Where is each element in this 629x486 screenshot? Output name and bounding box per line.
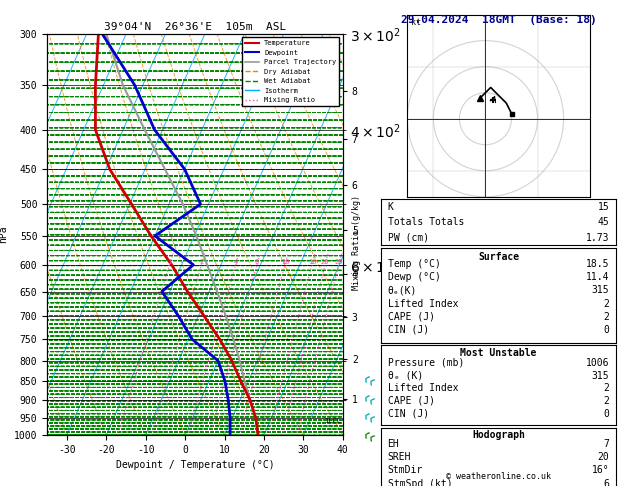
Text: θₑ (K): θₑ (K): [387, 370, 423, 381]
Text: 4: 4: [233, 259, 238, 265]
Text: StmSpd (kt): StmSpd (kt): [387, 479, 452, 486]
Text: CIN (J): CIN (J): [387, 409, 429, 418]
Text: K: K: [387, 202, 394, 212]
Text: 315: 315: [592, 370, 610, 381]
Text: 15: 15: [598, 202, 610, 212]
Text: CAPE (J): CAPE (J): [387, 312, 435, 322]
Text: 29.04.2024  18GMT  (Base: 18): 29.04.2024 18GMT (Base: 18): [401, 15, 597, 25]
Text: CAPE (J): CAPE (J): [387, 396, 435, 406]
Text: 2: 2: [603, 396, 610, 406]
Text: EH: EH: [387, 438, 399, 449]
Text: ❮❮: ❮❮: [362, 431, 376, 443]
Text: Mixing Ratio (g/kg): Mixing Ratio (g/kg): [352, 195, 361, 291]
Text: StmDir: StmDir: [387, 466, 423, 475]
Text: SREH: SREH: [387, 452, 411, 462]
Text: 7: 7: [603, 438, 610, 449]
Text: 16°: 16°: [592, 466, 610, 475]
Title: 39°04'N  26°36'E  105m  ASL: 39°04'N 26°36'E 105m ASL: [104, 22, 286, 32]
Text: ❮❮: ❮❮: [362, 394, 376, 406]
Text: Surface: Surface: [478, 252, 519, 261]
Text: 6: 6: [603, 479, 610, 486]
Text: ❮❮: ❮❮: [362, 375, 376, 387]
Text: Pressure (mb): Pressure (mb): [387, 358, 464, 368]
Text: 20: 20: [321, 259, 330, 265]
Text: PW (cm): PW (cm): [387, 233, 429, 243]
Text: kt: kt: [411, 18, 421, 27]
Text: 1.73: 1.73: [586, 233, 610, 243]
Text: 315: 315: [592, 285, 610, 295]
Text: Most Unstable: Most Unstable: [460, 348, 537, 358]
Text: 1: 1: [167, 259, 172, 265]
Text: 11.4: 11.4: [586, 272, 610, 282]
Text: 16: 16: [308, 259, 316, 265]
Text: Dewp (°C): Dewp (°C): [387, 272, 440, 282]
Y-axis label: km
ASL: km ASL: [413, 225, 428, 244]
Text: 2: 2: [603, 383, 610, 393]
Legend: Temperature, Dewpoint, Parcel Trajectory, Dry Adiabat, Wet Adiabat, Isotherm, Mi: Temperature, Dewpoint, Parcel Trajectory…: [242, 37, 339, 106]
Text: 1006: 1006: [586, 358, 610, 368]
Text: 2: 2: [603, 298, 610, 309]
Text: ❮❮: ❮❮: [362, 412, 376, 424]
Text: 25: 25: [335, 259, 343, 265]
Text: Totals Totals: Totals Totals: [387, 217, 464, 227]
Text: Lifted Index: Lifted Index: [387, 383, 458, 393]
Text: 45: 45: [598, 217, 610, 227]
Text: 18.5: 18.5: [586, 259, 610, 269]
X-axis label: Dewpoint / Temperature (°C): Dewpoint / Temperature (°C): [116, 460, 274, 470]
Text: 20: 20: [598, 452, 610, 462]
Y-axis label: hPa: hPa: [0, 226, 8, 243]
Text: © weatheronline.co.uk: © weatheronline.co.uk: [447, 472, 551, 481]
Text: 6: 6: [255, 259, 259, 265]
Text: Hodograph: Hodograph: [472, 431, 525, 440]
Text: 10: 10: [281, 259, 289, 265]
Text: CIN (J): CIN (J): [387, 325, 429, 335]
Text: Temp (°C): Temp (°C): [387, 259, 440, 269]
Text: 0: 0: [603, 325, 610, 335]
Text: θₑ(K): θₑ(K): [387, 285, 417, 295]
Text: 2: 2: [199, 259, 204, 265]
Text: 1LCL: 1LCL: [325, 417, 342, 424]
Text: 2: 2: [603, 312, 610, 322]
Text: 0: 0: [603, 409, 610, 418]
Text: Lifted Index: Lifted Index: [387, 298, 458, 309]
